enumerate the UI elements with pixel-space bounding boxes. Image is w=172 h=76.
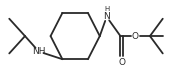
Text: O: O	[118, 58, 125, 67]
Text: N: N	[103, 12, 110, 21]
Text: O: O	[132, 32, 139, 41]
Text: NH: NH	[32, 47, 46, 56]
Text: H: H	[104, 6, 109, 12]
